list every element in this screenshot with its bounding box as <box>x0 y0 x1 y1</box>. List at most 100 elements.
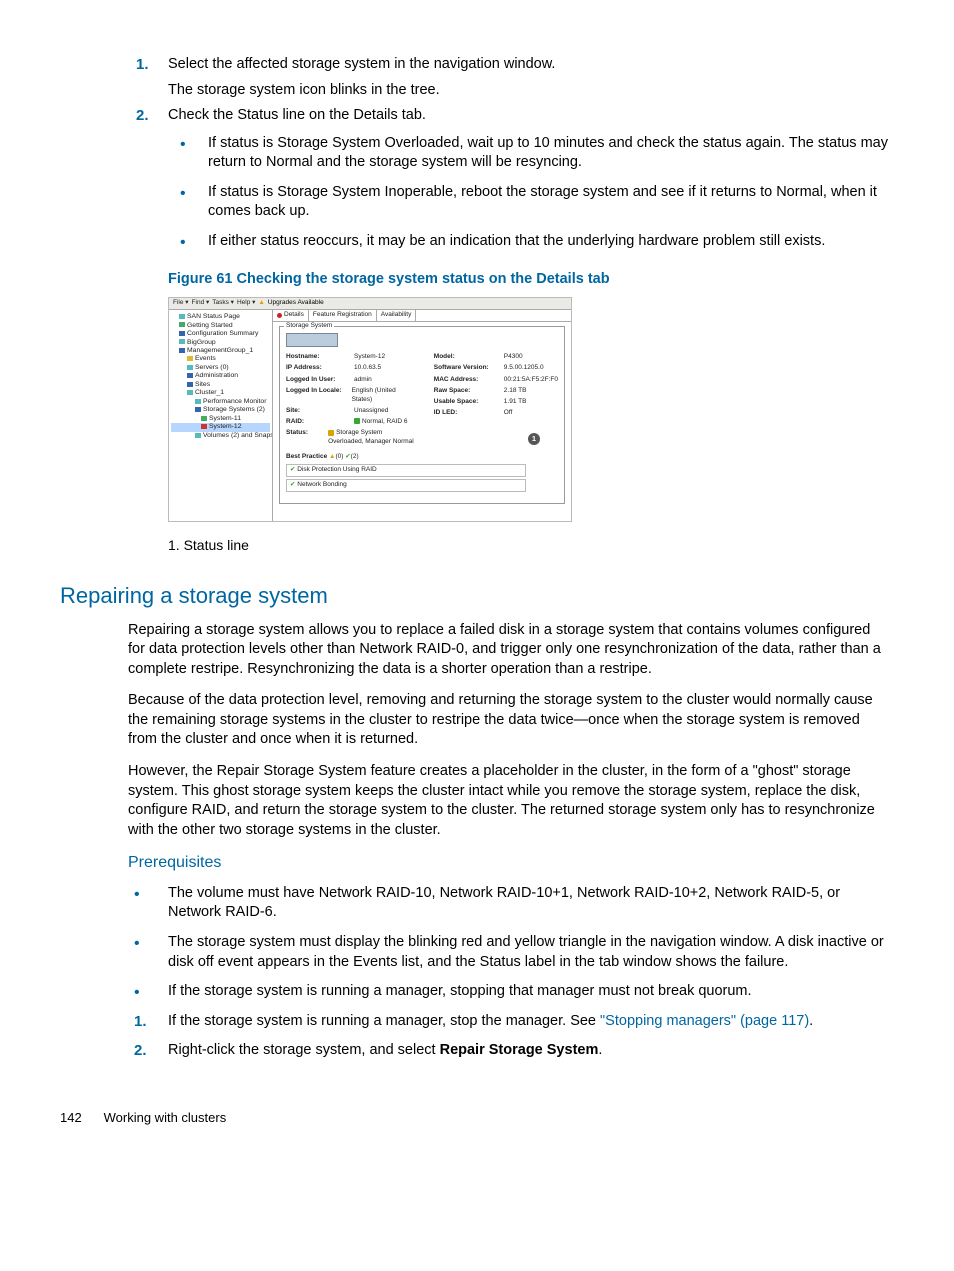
kv-key: Usable Space: <box>434 398 504 407</box>
sub-bullet: If status is Storage System Overloaded, … <box>180 134 890 173</box>
tree-icon <box>179 348 185 353</box>
kv-row: Raw Space:2.18 TB <box>434 387 558 396</box>
bp-item: ✔ Network Bonding <box>286 479 526 492</box>
tree-icon <box>179 331 185 336</box>
tree-item: Sites <box>171 381 270 389</box>
page-footer: 142 Working with clusters <box>60 1109 890 1127</box>
kv-row: RAID:Normal, RAID 6 <box>286 418 416 427</box>
kv-key: Site: <box>286 407 354 416</box>
step-text-post: . <box>809 1013 813 1029</box>
tree-item: ManagementGroup_1 <box>171 347 270 355</box>
tree-item: System-11 <box>171 415 270 423</box>
prerequisite-steps: 1. If the storage system is running a ma… <box>134 1012 890 1061</box>
kv-key: Logged In Locale: <box>286 387 352 405</box>
tab-strip: DetailsFeature RegistrationAvailability <box>273 310 571 322</box>
kv-row: Software Version:9.5.00.1205.0 <box>434 364 558 373</box>
menu-item: Tasks ▾ <box>212 299 234 308</box>
kv-value: Unassigned <box>354 407 388 416</box>
kv-columns: Hostname:System-12IP Address:10.0.63.5Lo… <box>286 353 558 449</box>
step-text: Check the Status line on the Details tab… <box>168 106 890 126</box>
tree-item: Performance Monitor <box>171 398 270 406</box>
tree-item: Administration <box>171 372 270 380</box>
kv-value: 2.18 TB <box>504 387 527 396</box>
step-1: 1. Select the affected storage system in… <box>136 55 890 100</box>
tree-icon <box>179 314 185 319</box>
bp-ok-count: (2) <box>351 453 359 460</box>
step-number: 1. <box>136 55 149 75</box>
tab: Feature Registration <box>309 310 377 321</box>
kv-row: MAC Address:00:21:5A:F5:2F:F0 <box>434 376 558 385</box>
step-2: 2. Check the Status line on the Details … <box>136 106 890 251</box>
body-paragraph: Repairing a storage system allows you to… <box>128 621 890 680</box>
figure-legend: 1. Status line <box>168 536 890 555</box>
kv-row: Usable Space:1.91 TB <box>434 398 558 407</box>
fieldset-legend: Storage System <box>284 322 334 331</box>
kv-value: English (United States) <box>352 387 416 405</box>
kv-value: Storage System Overloaded, Manager Norma… <box>328 429 416 447</box>
kv-value: System-12 <box>354 353 385 362</box>
kv-key: Status: <box>286 429 328 447</box>
menu-item: Find ▾ <box>192 299 210 308</box>
kv-column-left: Hostname:System-12IP Address:10.0.63.5Lo… <box>286 353 416 449</box>
alert-dot-icon <box>277 313 282 318</box>
kv-key: ID LED: <box>434 409 504 418</box>
main-pane: DetailsFeature RegistrationAvailability … <box>273 310 571 521</box>
kv-column-right: Model:P4300Software Version:9.5.00.1205.… <box>434 353 558 449</box>
tree-item: Cluster_1 <box>171 389 270 397</box>
tree-item: Events <box>171 355 270 363</box>
kv-value: 00:21:5A:F5:2F:F0 <box>504 376 558 385</box>
tree-icon <box>187 356 193 361</box>
kv-row: Site:Unassigned <box>286 407 416 416</box>
tree-item: SAN Status Page <box>171 313 270 321</box>
kv-key: MAC Address: <box>434 376 504 385</box>
kv-value: P4300 <box>504 353 523 362</box>
step-number: 1. <box>134 1012 147 1032</box>
kv-row: Logged In Locale:English (United States) <box>286 387 416 405</box>
prereq-bullet: If the storage system is running a manag… <box>134 982 890 1002</box>
step-text-post: . <box>598 1042 602 1058</box>
tree-icon <box>201 424 207 429</box>
tab: Details <box>273 310 309 321</box>
chassis-image <box>286 333 338 347</box>
kv-key: Software Version: <box>434 364 504 373</box>
step-number: 2. <box>136 106 149 126</box>
kv-value: 10.0.63.5 <box>354 364 381 373</box>
tree-item: Configuration Summary <box>171 330 270 338</box>
tree-icon <box>201 416 207 421</box>
prereq-step-1: 1. If the storage system is running a ma… <box>134 1012 890 1032</box>
figure-body: SAN Status PageGetting StartedConfigurat… <box>169 310 571 521</box>
tree-icon <box>187 365 193 370</box>
kv-value: 1.91 TB <box>504 398 527 407</box>
bp-item-text: Disk Protection Using RAID <box>297 466 376 473</box>
upgrades-available: Upgrades Available <box>268 299 324 308</box>
kv-key: Hostname: <box>286 353 354 362</box>
tree-item: Getting Started <box>171 322 270 330</box>
kv-value: Normal, RAID 6 <box>354 418 408 427</box>
kv-row: IP Address:10.0.63.5 <box>286 364 416 373</box>
tree-icon <box>195 433 201 438</box>
kv-key: Logged In User: <box>286 376 354 385</box>
tree-icon <box>179 339 185 344</box>
subsection-heading-prerequisites: Prerequisites <box>128 852 890 874</box>
menu-item: File ▾ <box>173 299 189 308</box>
sub-bullet: If status is Storage System Inoperable, … <box>180 183 890 222</box>
kv-key: IP Address: <box>286 364 354 373</box>
top-ordered-steps: 1. Select the affected storage system in… <box>136 55 890 252</box>
tree-item: BigGroup <box>171 339 270 347</box>
kv-row: Status:Storage System Overloaded, Manage… <box>286 429 416 447</box>
prerequisite-bullets: The volume must have Network RAID-10, Ne… <box>134 884 890 1002</box>
repair-storage-bold: Repair Storage System <box>440 1042 599 1058</box>
prereq-bullet: The volume must have Network RAID-10, Ne… <box>134 884 890 923</box>
tab: Availability <box>377 310 417 321</box>
bp-item-text: Network Bonding <box>297 481 347 488</box>
cross-reference-link[interactable]: "Stopping managers" (page 117) <box>600 1013 809 1029</box>
step-number: 2. <box>134 1041 147 1061</box>
prereq-step-2: 2. Right-click the storage system, and s… <box>134 1041 890 1061</box>
tree-icon <box>187 390 193 395</box>
bp-warn-count: (0) <box>335 453 343 460</box>
menu-item: Help ▾ <box>237 299 255 308</box>
step-text: Select the affected storage system in th… <box>168 55 890 75</box>
kv-value: Off <box>504 409 513 418</box>
kv-row: Hostname:System-12 <box>286 353 416 362</box>
footer-title: Working with clusters <box>104 1110 227 1125</box>
